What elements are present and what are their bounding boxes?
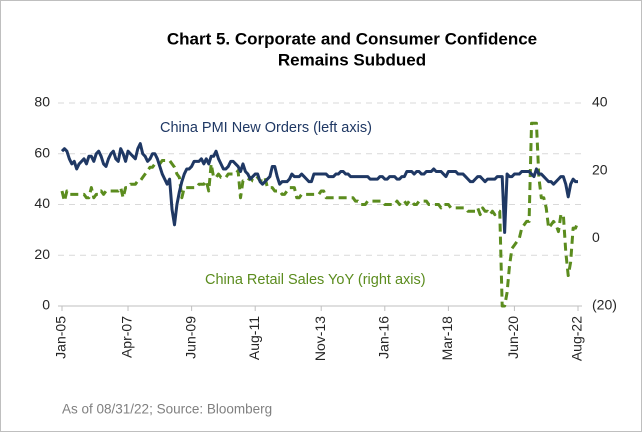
y2-tick-label: 0 <box>592 229 600 245</box>
y-tick-label: 0 <box>42 297 50 313</box>
annotation: China PMI New Orders (left axis) <box>160 120 372 136</box>
series-line <box>60 121 580 308</box>
source-note: As of 08/31/22; Source: Bloomberg <box>62 402 272 417</box>
y-tick-label: 80 <box>34 94 50 110</box>
x-tick-label: Mar-18 <box>439 316 455 361</box>
x-tick-label: Nov-13 <box>312 316 328 361</box>
y-tick-label: 60 <box>34 144 50 160</box>
y-tick-label: 40 <box>34 195 50 211</box>
x-tick-label: Aug-22 <box>569 316 585 361</box>
y2-tick-label: (20) <box>592 297 617 313</box>
x-tick-label: Jan-05 <box>53 316 69 359</box>
series-line <box>60 142 578 234</box>
x-tick-label: Jan-16 <box>376 316 392 359</box>
x-tick-label: Jun-09 <box>182 316 198 359</box>
x-tick-label: Apr-07 <box>119 316 135 358</box>
x-tick-label: Jun-20 <box>505 316 521 359</box>
y2-tick-label: 20 <box>592 161 608 177</box>
chart-subtitle: Remains Subdued <box>278 50 426 69</box>
y2-tick-label: 40 <box>592 94 608 110</box>
y-tick-label: 20 <box>34 246 50 262</box>
chart-title: Chart 5. Corporate and Consumer Confiden… <box>167 29 537 48</box>
annotation: China Retail Sales YoY (right axis) <box>205 272 426 288</box>
x-tick-label: Aug-11 <box>246 316 262 360</box>
